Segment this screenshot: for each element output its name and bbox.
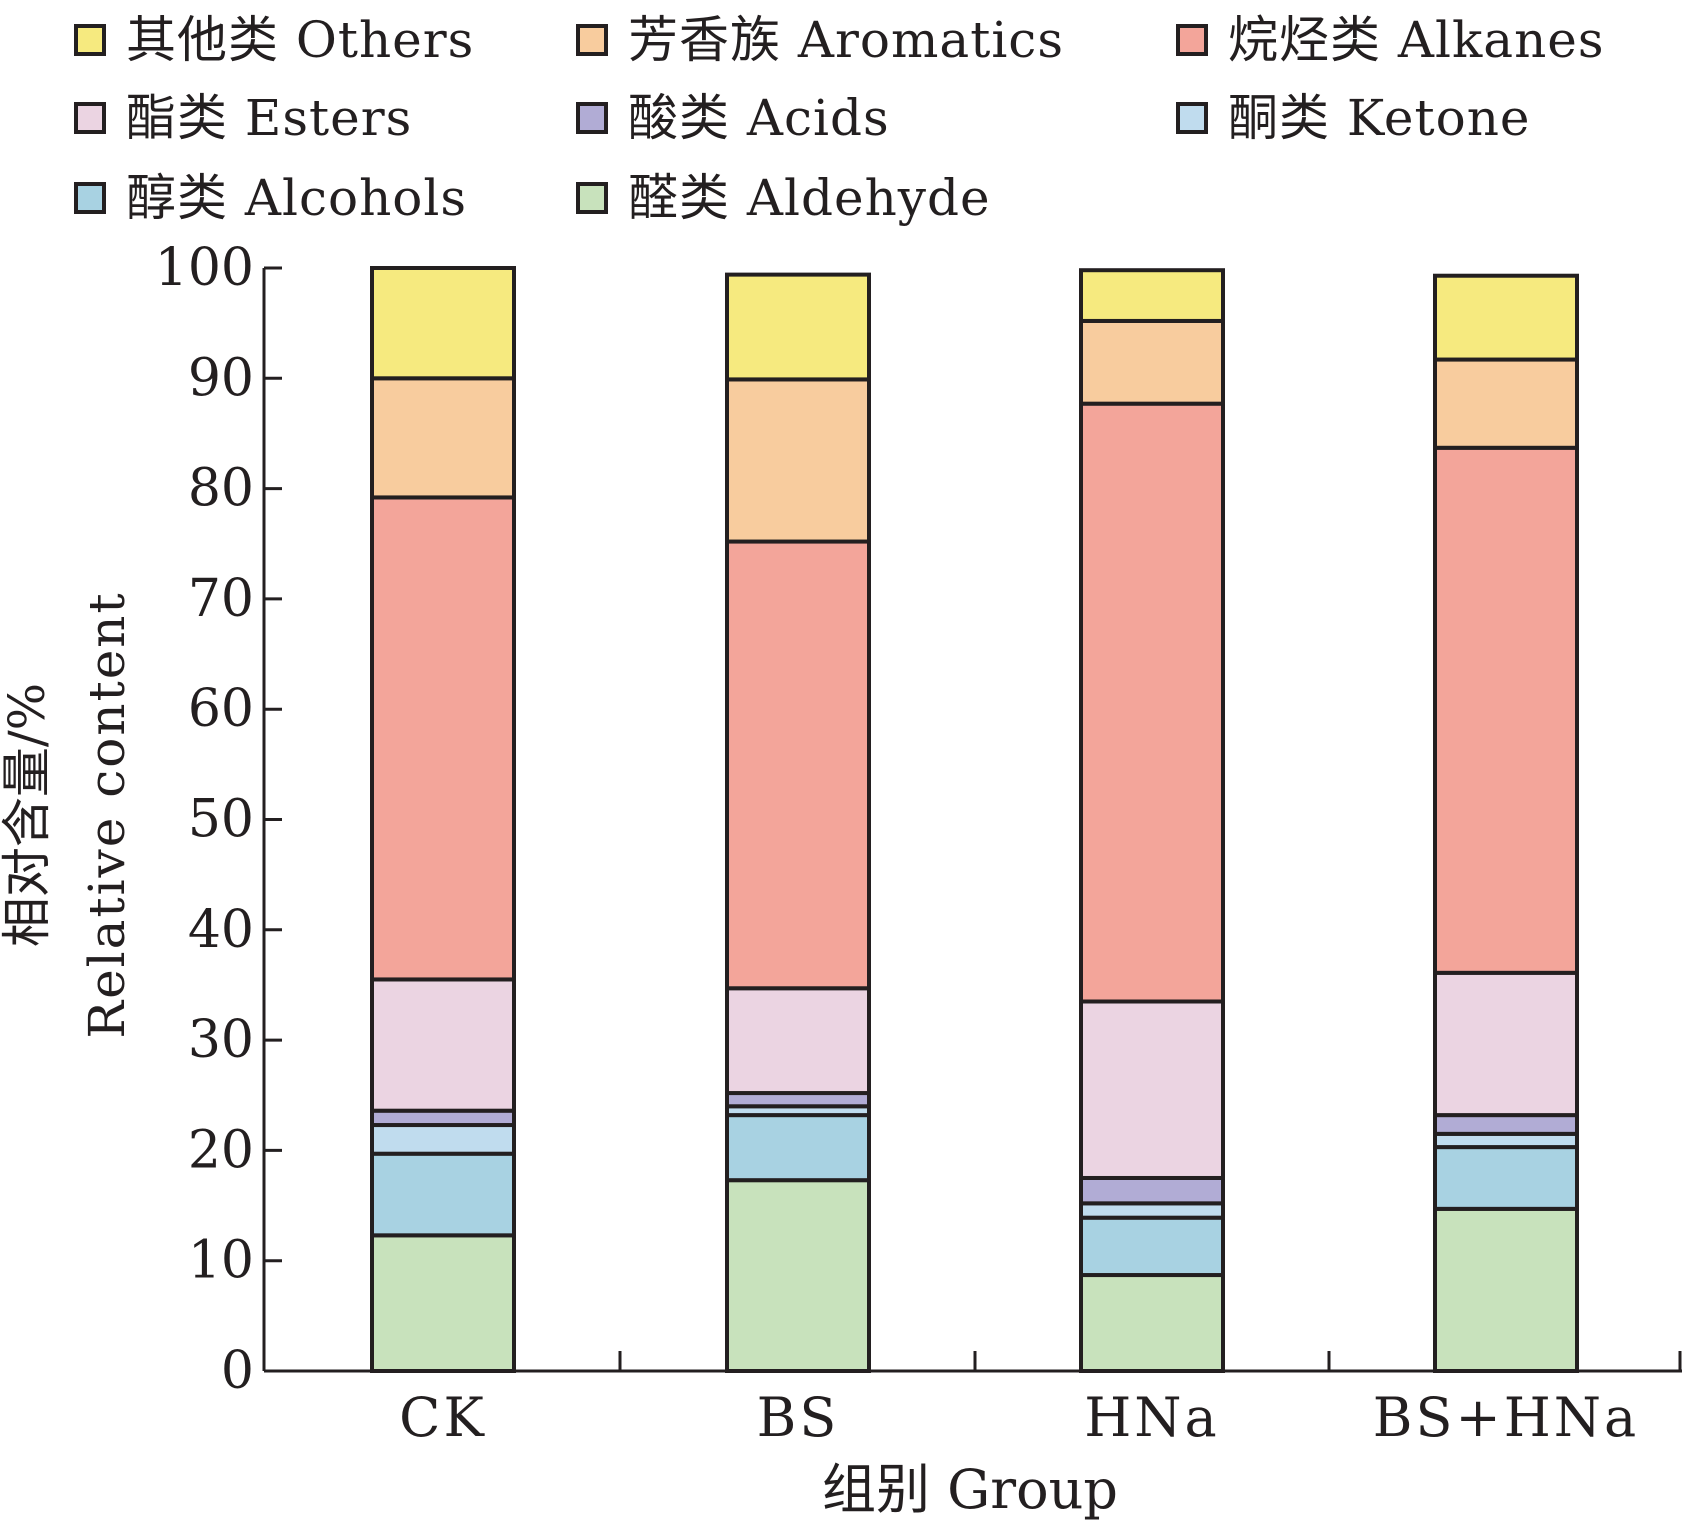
legend-label-aromatics: 芳香族 Aromatics — [628, 11, 1064, 69]
bar-segment-bs-hna-alkanes — [1433, 445, 1579, 975]
bar-segment-bs-aromatics — [725, 377, 871, 544]
legend-item-aldehyde: 醛类 Aldehyde — [576, 168, 991, 228]
x-tick-label-bs-hna: BS+HNa — [1373, 1386, 1639, 1449]
y-tick-label-80: 80 — [188, 459, 254, 519]
legend-item-acids: 酸类 Acids — [576, 88, 890, 148]
y-tick-label-40: 40 — [188, 900, 254, 960]
y-tick-label-60: 60 — [188, 679, 254, 739]
legend-swatch-others — [74, 24, 106, 56]
legend-swatch-aldehyde — [576, 182, 608, 214]
bar-segment-hna-alkanes — [1079, 401, 1225, 1004]
bar-segment-hna-aldehyde — [1079, 1273, 1225, 1373]
bar-segment-bs-aldehyde — [725, 1178, 871, 1374]
legend-item-ketone: 酮类 Ketone — [1176, 88, 1530, 148]
bar-segment-ck-alkanes — [370, 495, 516, 982]
x-tick-label-bs: BS — [757, 1386, 840, 1449]
legend-label-esters: 酯类 Esters — [126, 89, 413, 147]
bar-segment-bs-hna-aromatics — [1433, 357, 1579, 450]
bar-segment-bs-hna-alcohols — [1433, 1145, 1579, 1211]
chart-legend: 其他类 Others 芳香族 Aromatics 烷烃类 Alkanes 酯类 … — [0, 0, 1682, 240]
legend-label-aldehyde: 醛类 Aldehyde — [628, 169, 991, 227]
legend-swatch-ketone — [1176, 102, 1208, 134]
legend-item-others: 其他类 Others — [74, 10, 474, 70]
bar-segment-ck-esters — [370, 977, 516, 1113]
legend-item-alkanes: 烷烃类 Alkanes — [1176, 10, 1605, 70]
bar-segment-ck-alcohols — [370, 1151, 516, 1238]
legend-label-alcohols: 醇类 Alcohols — [126, 169, 468, 227]
bar-segment-hna-ketone — [1079, 1201, 1225, 1220]
bar-segment-ck-ketone — [370, 1123, 516, 1156]
legend-item-alcohols: 醇类 Alcohols — [74, 168, 467, 228]
bars-group — [370, 266, 1579, 1374]
bar-segment-hna-acids — [1079, 1175, 1225, 1206]
bar-segment-ck-aldehyde — [370, 1233, 516, 1374]
legend-label-acids: 酸类 Acids — [628, 89, 890, 147]
y-tick-label-20: 20 — [188, 1120, 254, 1180]
bar-segment-bs-hna-esters — [1433, 970, 1579, 1118]
bar-segment-hna-aromatics — [1079, 318, 1225, 406]
bar-segment-hna-alcohols — [1079, 1215, 1225, 1278]
y-tick-label-0: 0 — [221, 1341, 254, 1401]
bar-segment-ck-others — [370, 266, 516, 381]
bar-segment-bs-hna-aldehyde — [1433, 1206, 1579, 1374]
legend-item-esters: 酯类 Esters — [74, 88, 412, 148]
bar-segment-hna-others — [1079, 268, 1225, 323]
bar-segment-ck-aromatics — [370, 376, 516, 500]
legend-label-alkanes: 烷烃类 Alkanes — [1228, 11, 1605, 69]
y-tick-label-10: 10 — [188, 1231, 254, 1291]
bar-segment-bs-esters — [725, 986, 871, 1096]
bar-segment-hna-esters — [1079, 999, 1225, 1180]
axes-group: 0 10 20 30 40 50 60 70 80 90 100 CK BS HNa BS+HNa — [155, 238, 1682, 1449]
y-tick-label-90: 90 — [188, 348, 254, 408]
legend-swatch-alcohols — [74, 182, 106, 214]
legend-swatch-aromatics — [576, 24, 608, 56]
legend-label-ketone: 酮类 Ketone — [1228, 89, 1531, 147]
legend-label-others: 其他类 Others — [126, 11, 475, 69]
legend-swatch-alkanes — [1176, 24, 1208, 56]
legend-item-aromatics: 芳香族 Aromatics — [576, 10, 1064, 70]
x-tick-label-hna: HNa — [1084, 1386, 1220, 1449]
bar-segment-bs-hna-acids — [1433, 1113, 1579, 1136]
y-axis-title-en: Relative content — [78, 591, 136, 1038]
y-tick-label-100: 100 — [155, 238, 254, 298]
y-tick-label-70: 70 — [188, 569, 254, 629]
y-tick-label-50: 50 — [188, 790, 254, 850]
bar-segment-bs-alkanes — [725, 539, 871, 991]
bar-segment-ck-acids — [370, 1108, 516, 1128]
y-axis-title-cn: 相对含量/% — [0, 683, 56, 947]
x-axis-title: 组别 Group — [822, 1458, 1118, 1521]
x-tick-label-ck: CK — [399, 1386, 487, 1449]
bar-segment-bs-hna-others — [1433, 273, 1579, 362]
y-tick-label-30: 30 — [188, 1010, 254, 1070]
legend-swatch-acids — [576, 102, 608, 134]
legend-swatch-esters — [74, 102, 106, 134]
bar-segment-bs-others — [725, 272, 871, 382]
bar-segment-bs-alcohols — [725, 1113, 871, 1183]
